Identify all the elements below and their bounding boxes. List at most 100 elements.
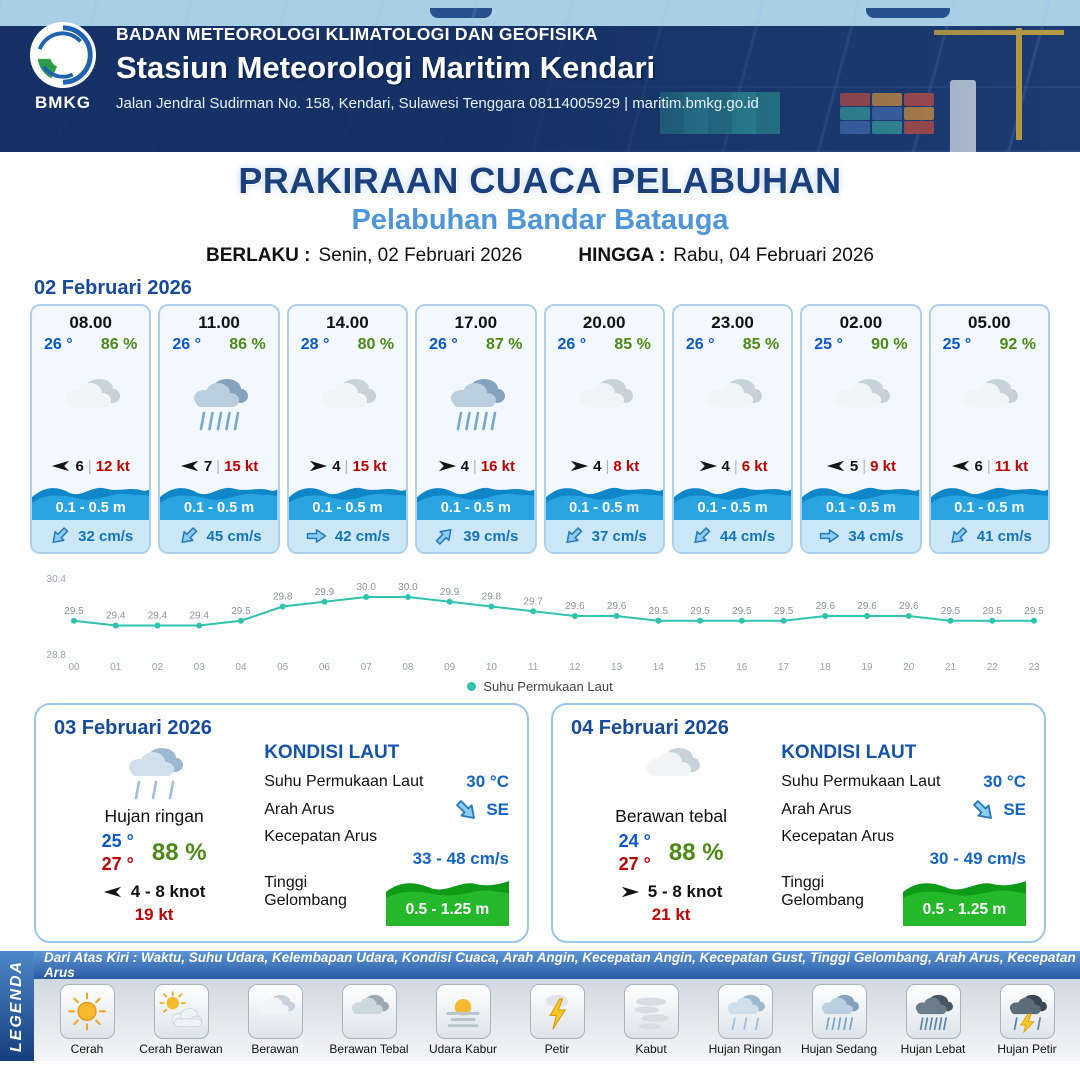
wave-icon xyxy=(802,487,920,520)
current-direction-icon xyxy=(305,528,328,544)
daily-wind-direction-icon xyxy=(103,885,123,899)
legend-item-label: Petir xyxy=(544,1042,570,1056)
station-name: Stasiun Meteorologi Maritim Kendari xyxy=(116,50,656,85)
svg-text:29.5: 29.5 xyxy=(649,606,669,617)
legend-item-label: Kabut xyxy=(635,1042,667,1056)
sea-conditions-heading: KONDISI LAUT xyxy=(781,742,917,763)
svg-text:02: 02 xyxy=(152,662,164,673)
daily-humidity: 88 % xyxy=(668,839,724,867)
svg-text:21: 21 xyxy=(945,662,957,673)
current-direction-icon xyxy=(944,522,972,550)
svg-text:29.5: 29.5 xyxy=(1024,606,1044,617)
legend-item: Berawan Tebal xyxy=(322,984,416,1061)
svg-text:29.6: 29.6 xyxy=(857,601,877,612)
svg-text:30.4: 30.4 xyxy=(47,574,67,585)
weather-icon xyxy=(160,354,277,454)
svg-text:29.4: 29.4 xyxy=(106,611,126,622)
wave-height: 0.1 - 0.5 m xyxy=(440,500,511,516)
svg-text:16: 16 xyxy=(736,662,748,673)
current-speed: 34 cm/s xyxy=(848,527,904,545)
current-direction-icon xyxy=(968,794,1001,827)
temp-max: 27 ° xyxy=(618,854,651,875)
wave-height: 0.1 - 0.5 m xyxy=(312,500,383,516)
svg-text:00: 00 xyxy=(68,662,80,673)
current-speed: 45 cm/s xyxy=(206,527,262,545)
daily-cards-row: 03 Februari 2026 Hujan ringan 25 ° 27 ° … xyxy=(34,703,1046,943)
weather-icon xyxy=(802,354,919,454)
legend-item: Hujan Ringan xyxy=(698,984,792,1061)
svg-text:03: 03 xyxy=(194,662,206,673)
validity-period: BERLAKU : Senin, 02 Februari 2026 HINGGA… xyxy=(0,245,1080,267)
air-temperature: 26 ° xyxy=(557,336,587,353)
wave-height-value: 0.5 - 1.25 m xyxy=(405,901,490,918)
legend-item: Berawan xyxy=(228,984,322,1061)
divider: | xyxy=(472,457,477,475)
weather-icon xyxy=(417,354,534,454)
current-row: 34 cm/s xyxy=(802,520,920,552)
current-direction-icon xyxy=(451,794,484,827)
ship-silhouette xyxy=(430,8,492,18)
wave-height: 0.1 - 0.5 m xyxy=(954,500,1025,516)
wave-height: 0.1 - 0.5 m xyxy=(55,500,126,516)
station-address: Jalan Jendral Sudirman No. 158, Kendari,… xyxy=(116,95,759,112)
current-speed-value: 30 - 49 cm/s xyxy=(929,849,1026,868)
air-temperature: 28 ° xyxy=(300,336,330,353)
svg-text:13: 13 xyxy=(611,662,623,673)
sst-chart-wrap: 30.4 28.8 29.5 00 29.4 01 29.4 02 29.4 03 29.5 04 29… xyxy=(30,560,1050,676)
daily-wind-direction-icon xyxy=(620,885,640,899)
air-temperature: 26 ° xyxy=(172,336,202,353)
legend-weather-icon xyxy=(529,984,585,1039)
humidity: 85 % xyxy=(614,336,651,353)
wave-height-band: 0.1 - 0.5 m xyxy=(160,478,278,520)
forecast-time: 02.00 xyxy=(839,313,883,332)
svg-text:29.8: 29.8 xyxy=(273,592,293,603)
wave-height-band: 0.1 - 0.5 m xyxy=(545,478,663,520)
current-direction-icon xyxy=(559,522,587,550)
current-speed: 41 cm/s xyxy=(976,527,1032,545)
wind-direction-icon xyxy=(308,459,328,473)
svg-text:29.5: 29.5 xyxy=(64,606,84,617)
temp-min: 24 ° xyxy=(618,831,651,851)
current-row: 45 cm/s xyxy=(160,520,278,552)
forecast-time: 08.00 xyxy=(69,313,112,332)
sst-value: 30 °C xyxy=(466,772,509,791)
current-row: 42 cm/s xyxy=(288,520,407,552)
air-temperature: 26 ° xyxy=(429,336,458,353)
svg-text:04: 04 xyxy=(235,662,247,673)
wave-icon xyxy=(32,487,150,520)
sea-surface-temp-chart: 30.4 28.8 29.5 00 29.4 01 29.4 02 29.4 03 29.5 04 29… xyxy=(47,574,1045,673)
svg-text:05: 05 xyxy=(277,662,289,673)
legend-vertical-text: LEGENDA xyxy=(8,959,26,1053)
bmkg-logo: BMKG xyxy=(20,20,106,113)
svg-text:29.9: 29.9 xyxy=(440,587,460,598)
current-direction-value: SE xyxy=(1003,800,1026,819)
green-wave-icon xyxy=(385,881,509,926)
hourly-forecast-card: 23.00 26 ° 85 % 4 | 6 kt 0.1 - 0.5 m 44 … xyxy=(671,304,794,554)
gust-speed: 9 kt xyxy=(870,457,896,475)
legend-item-label: Hujan Ringan xyxy=(708,1042,782,1056)
daily-wind-speed: 4 - 8 knot xyxy=(130,881,206,901)
legend-weather-icon xyxy=(247,984,303,1039)
svg-text:01: 01 xyxy=(110,662,122,673)
daily-gust-speed: 21 kt xyxy=(651,904,691,924)
legend-dot-icon xyxy=(467,681,477,691)
legend-item: Petir xyxy=(510,984,604,1061)
legend-weather-icon xyxy=(717,984,773,1039)
air-temperature: 25 ° xyxy=(814,336,843,353)
svg-text:12: 12 xyxy=(569,662,581,673)
hourly-forecast-card: 17.00 26 ° 87 % 4 | 16 kt 0.1 - 0.5 m 39… xyxy=(415,304,537,554)
humidity: 87 % xyxy=(486,336,523,353)
wave-height-badge: 0.5 - 1.25 m xyxy=(385,874,509,926)
wind-speed: 4 xyxy=(332,457,341,475)
wind-direction-icon xyxy=(826,459,846,473)
divider: | xyxy=(344,457,349,475)
humidity: 86 % xyxy=(229,336,266,353)
wave-height-label: Tinggi Gelombang xyxy=(781,874,864,909)
wave-height-band: 0.1 - 0.5 m xyxy=(673,478,792,520)
divider: | xyxy=(862,457,867,475)
wind-direction-icon xyxy=(51,459,71,473)
chart-legend: Suhu Permukaan Laut xyxy=(0,677,1080,695)
svg-text:18: 18 xyxy=(820,662,832,673)
wave-height: 0.1 - 0.5 m xyxy=(697,500,768,516)
svg-text:29.6: 29.6 xyxy=(607,601,627,612)
